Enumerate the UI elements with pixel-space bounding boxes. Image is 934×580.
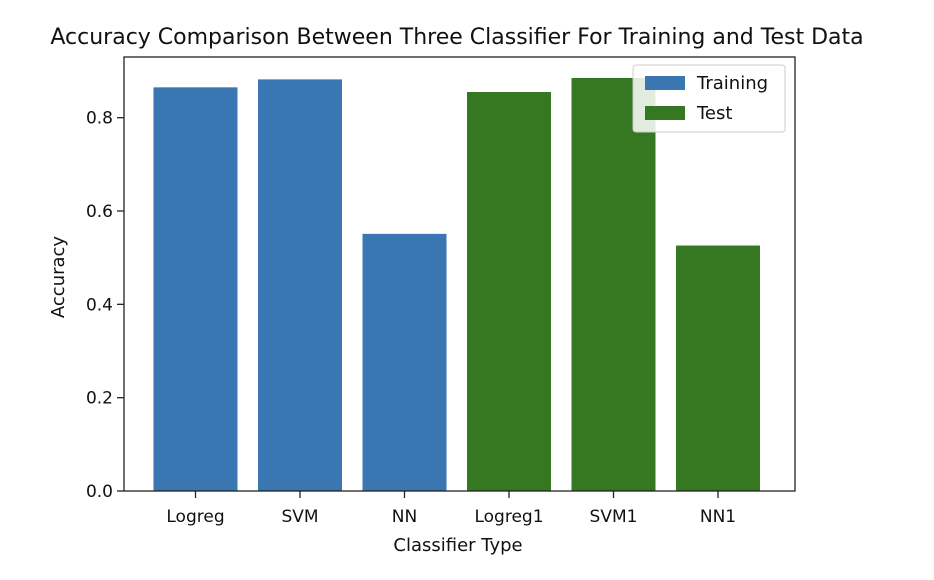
x-tick-label: SVM — [281, 507, 318, 527]
bar-nn — [362, 233, 447, 491]
legend-swatch — [645, 106, 685, 120]
plot-frame — [123, 56, 796, 492]
legend-label: Training — [696, 73, 768, 94]
y-tick-label: 0.8 — [86, 109, 113, 129]
y-tick-label: 0.2 — [86, 389, 113, 409]
x-tick-label: Logreg1 — [474, 507, 543, 527]
legend-swatch — [645, 76, 685, 90]
y-axis-label: Accuracy — [48, 236, 69, 319]
x-tick-label: NN1 — [700, 507, 736, 527]
y-tick-label: 0.4 — [86, 295, 113, 315]
bar-logreg — [153, 87, 238, 491]
y-tick-label: 0.0 — [86, 482, 113, 502]
x-tick-label: NN — [392, 507, 417, 527]
bar-nn1 — [676, 245, 760, 491]
plot-area: 0.0 0.2 0.4 0.6 0.8 Logreg SVM NN Logreg1 SVM1 NN1 — [86, 56, 796, 527]
legend-label: Test — [696, 103, 732, 124]
bar-logreg1 — [467, 92, 551, 491]
x-axis-label: Classifier Type — [393, 535, 522, 556]
y-tick-label: 0.6 — [86, 202, 113, 222]
bar-svm — [258, 79, 342, 492]
legend: Training Test — [632, 64, 786, 133]
x-tick-label: Logreg — [166, 507, 224, 527]
x-tick-label: SVM1 — [590, 507, 638, 527]
bar-svm1 — [571, 78, 656, 491]
chart-title: Accuracy Comparison Between Three Classi… — [50, 25, 863, 50]
